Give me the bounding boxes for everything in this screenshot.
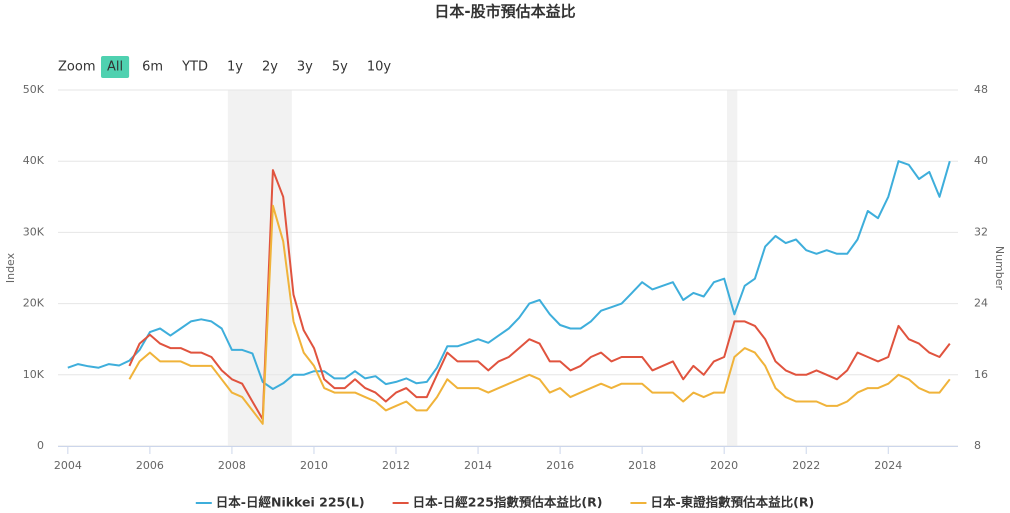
legend-label: 日本-日經Nikkei 225(L) [216, 495, 365, 510]
y2-tick-label: 8 [974, 439, 981, 452]
range-button[interactable]: 1y [221, 56, 249, 78]
y2-tick-label: 16 [974, 368, 988, 381]
y2-tick-label: 24 [974, 297, 988, 310]
y2-tick-label: 48 [974, 83, 988, 96]
range-button[interactable]: 3y [291, 56, 319, 78]
x-tick-label: 2016 [546, 459, 574, 472]
range-button-label[interactable]: 6m [142, 60, 163, 75]
y-axis-title: Index [4, 252, 17, 283]
x-tick-label: 2018 [628, 459, 656, 472]
range-button[interactable]: 2y [256, 56, 284, 78]
x-tick-label: 2012 [382, 459, 410, 472]
range-button-label[interactable]: 2y [262, 60, 278, 75]
legend-item[interactable]: 日本-日經225指數預估本益比(R) [392, 495, 603, 510]
range-button-label[interactable]: 10y [367, 60, 392, 75]
legend-item[interactable]: 日本-日經Nikkei 225(L) [195, 495, 365, 510]
plot-band [227, 90, 292, 446]
range-button-label[interactable]: 3y [297, 60, 313, 75]
y-tick-label: 30K [23, 225, 45, 238]
x-tick-label: 2020 [710, 459, 738, 472]
range-button-bg [101, 56, 130, 78]
legend-label: 日本-日經225指數預估本益比(R) [413, 495, 603, 510]
x-tick-label: 2010 [300, 459, 328, 472]
chart-title: 日本-股市預估本益比 [434, 3, 575, 21]
y2-tick-label: 32 [974, 225, 988, 238]
y2-axis-title: Number [993, 246, 1006, 291]
legend-label: 日本-東證指數預估本益比(R) [650, 495, 814, 510]
y-tick-label: 50K [23, 83, 45, 96]
x-tick-label: 2006 [136, 459, 164, 472]
x-tick-label: 2024 [874, 459, 902, 472]
plot-band [727, 90, 738, 446]
x-tick-label: 2022 [792, 459, 820, 472]
range-button[interactable]: All [101, 56, 130, 78]
range-button[interactable]: 10y [361, 56, 397, 78]
range-button[interactable]: YTD [176, 56, 214, 78]
zoom-label: Zoom [58, 60, 95, 75]
range-button[interactable]: 5y [326, 56, 354, 78]
series-line [128, 204, 951, 425]
range-button-label[interactable]: 5y [332, 60, 348, 75]
range-button-label[interactable]: YTD [181, 60, 208, 75]
x-tick-label: 2014 [464, 459, 492, 472]
y-tick-label: 0 [37, 439, 44, 452]
range-button-label[interactable]: 1y [227, 60, 243, 75]
series-line [67, 160, 951, 390]
y-tick-label: 20K [23, 297, 45, 310]
y-tick-label: 40K [23, 154, 45, 167]
x-tick-label: 2008 [218, 459, 246, 472]
y-tick-label: 10K [23, 368, 45, 381]
range-button[interactable]: 6m [136, 56, 169, 78]
y2-tick-label: 40 [974, 154, 988, 167]
x-tick-label: 2004 [54, 459, 82, 472]
range-button-label[interactable]: All [107, 60, 123, 75]
legend-item[interactable]: 日本-東證指數預估本益比(R) [630, 495, 814, 510]
